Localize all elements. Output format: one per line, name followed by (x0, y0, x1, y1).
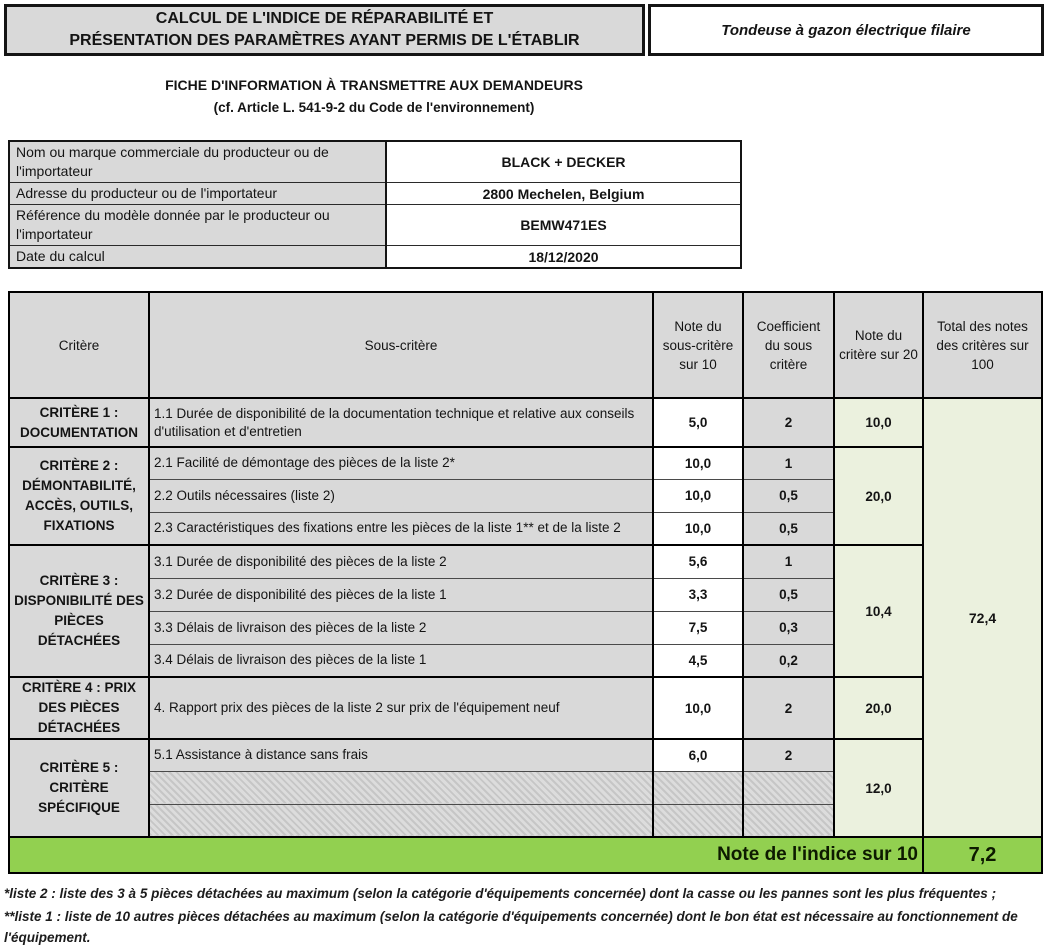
table-row: CRITÈRE 4 : PRIX DES PIÈCES DÉTACHÉES 4.… (8, 676, 1042, 740)
subtitle-line1: FICHE D'INFORMATION À TRANSMETTRE AUX DE… (165, 77, 583, 93)
hatched-empty-cell (742, 770, 835, 805)
info-label: Référence du modèle donnée par le produc… (8, 204, 387, 246)
subcriterion-label: 3.2 Durée de disponibilité des pièces de… (148, 577, 654, 612)
document-header: CALCUL DE L'INDICE DE RÉPARABILITÉ ET PR… (4, 4, 1044, 56)
footnote-liste1: **liste 1 : liste de 10 autres pièces dé… (4, 909, 1018, 945)
subcriterion-label: 3.1 Durée de disponibilité des pièces de… (148, 544, 654, 579)
info-value: 18/12/2020 (385, 245, 742, 269)
table-row: 3.2 Durée de disponibilité des pièces de… (9, 577, 1042, 612)
criterion-3-label: CRITÈRE 3 : DISPONIBILITÉ DES PIÈCES DÉT… (8, 544, 150, 678)
footnote-liste2: *liste 2 : liste des 3 à 5 pièces détach… (4, 886, 997, 901)
info-label: Date du calcul (8, 245, 387, 269)
table-row-empty-hatched (9, 770, 1042, 805)
column-header-note-critere: Note du critère sur 20 (833, 291, 924, 399)
info-value: 2800 Mechelen, Belgium (385, 182, 742, 205)
subcriterion-coefficient: 1 (742, 544, 835, 579)
repairability-score-table: Critère Sous-critère Note du sous-critèr… (8, 291, 1043, 874)
table-row: 2.2 Outils nécessaires (liste 2) 10,0 0,… (9, 478, 1042, 513)
footnotes: *liste 2 : liste des 3 à 5 pièces détach… (4, 883, 1044, 948)
hatched-empty-cell (742, 803, 835, 838)
subcriterion-label: 1.1 Durée de disponibilité de la documen… (148, 397, 654, 448)
column-header-coefficient: Coefficient du sous critère (742, 291, 835, 399)
subcriterion-coefficient: 2 (742, 397, 835, 448)
info-row-model: Référence du modèle donnée par le produc… (8, 204, 742, 246)
index-note-value: 7,2 (922, 836, 1043, 874)
subcriterion-label: 4. Rapport prix des pièces de la liste 2… (148, 676, 654, 740)
subcriterion-coefficient: 0,5 (742, 577, 835, 612)
table-row: 3.3 Délais de livraison des pièces de la… (9, 610, 1042, 645)
info-value: BEMW471ES (385, 204, 742, 246)
criterion-4-score: 20,0 (833, 676, 924, 740)
info-row-date: Date du calcul 18/12/2020 (8, 245, 742, 269)
criterion-4-label: CRITÈRE 4 : PRIX DES PIÈCES DÉTACHÉES (8, 676, 150, 740)
table-row: CRITÈRE 5 : CRITÈRE SPÉCIFIQUE 5.1 Assis… (8, 738, 1042, 838)
table-row: CRITÈRE 3 : DISPONIBILITÉ DES PIÈCES DÉT… (8, 544, 1042, 678)
criterion-5-label: CRITÈRE 5 : CRITÈRE SPÉCIFIQUE (8, 738, 150, 838)
subcriterion-score: 6,0 (652, 738, 744, 772)
criterion-1-label: CRITÈRE 1 : DOCUMENTATION (8, 397, 150, 448)
table-row: CRITÈRE 1 : DOCUMENTATION 1.1 Durée de d… (8, 397, 1043, 838)
criterion-5-score: 12,0 (833, 738, 924, 838)
hatched-empty-cell (148, 770, 654, 805)
index-note-label: Note de l'indice sur 10 (8, 836, 924, 874)
criterion-2-score: 20,0 (833, 446, 924, 546)
subcriterion-coefficient: 0,3 (742, 610, 835, 645)
subcriterion-coefficient: 0,2 (742, 643, 835, 678)
score-table-header-row: Critère Sous-critère Note du sous-critèr… (8, 291, 1043, 399)
criterion-2-label: CRITÈRE 2 : DÉMONTABILITÉ, ACCÈS, OUTILS… (8, 446, 150, 546)
subcriterion-score: 10,0 (652, 446, 744, 480)
column-header-total: Total des notes des critères sur 100 (922, 291, 1043, 399)
subcriterion-score: 7,5 (652, 610, 744, 645)
subcriterion-label: 2.3 Caractéristiques des fixations entre… (148, 511, 654, 546)
criterion-3-score: 10,4 (833, 544, 924, 678)
subcriterion-label: 2.2 Outils nécessaires (liste 2) (148, 478, 654, 513)
subtitle-line2: (cf. Article L. 541-9-2 du Code de l'env… (213, 100, 535, 115)
subcriterion-coefficient: 0,5 (742, 511, 835, 546)
product-category: Tondeuse à gazon électrique filaire (648, 4, 1044, 56)
subcriterion-score: 5,6 (652, 544, 744, 579)
info-value: BLACK + DECKER (385, 140, 742, 183)
column-header-note-sous-critere: Note du sous-critère sur 10 (652, 291, 744, 399)
document-title-line2: PRÉSENTATION DES PARAMÈTRES AYANT PERMIS… (69, 32, 580, 49)
producer-info-table: Nom ou marque commerciale du producteur … (8, 140, 742, 269)
criterion-1-score: 10,0 (833, 397, 924, 448)
subcriterion-score: 10,0 (652, 511, 744, 546)
hatched-empty-cell (652, 770, 744, 805)
info-row-producer: Nom ou marque commerciale du producteur … (8, 140, 742, 183)
subcriterion-coefficient: 1 (742, 446, 835, 480)
table-row: 2.3 Caractéristiques des fixations entre… (9, 511, 1042, 546)
column-header-sous-critere: Sous-critère (148, 291, 654, 399)
document-title: CALCUL DE L'INDICE DE RÉPARABILITÉ ET PR… (4, 4, 645, 56)
subcriterion-score: 3,3 (652, 577, 744, 612)
subcriterion-coefficient: 0,5 (742, 478, 835, 513)
subcriterion-label: 3.4 Délais de livraison des pièces de la… (148, 643, 654, 678)
subcriterion-score: 10,0 (652, 478, 744, 513)
info-label: Nom ou marque commerciale du producteur … (8, 140, 387, 183)
subcriterion-label: 2.1 Facilité de démontage des pièces de … (148, 446, 654, 480)
column-header-critere: Critère (8, 291, 150, 399)
info-row-address: Adresse du producteur ou de l'importateu… (8, 182, 742, 205)
table-row: CRITÈRE 2 : DÉMONTABILITÉ, ACCÈS, OUTILS… (8, 446, 1042, 546)
subcriterion-label: 5.1 Assistance à distance sans frais (148, 738, 654, 772)
subcriterion-coefficient: 2 (742, 738, 835, 772)
subcriterion-coefficient: 2 (742, 676, 835, 740)
subcriterion-score: 4,5 (652, 643, 744, 678)
total-score-sur-100: 72,4 (922, 397, 1043, 838)
document-title-line1: CALCUL DE L'INDICE DE RÉPARABILITÉ ET (155, 10, 494, 27)
index-note-row: Note de l'indice sur 10 7,2 (8, 836, 1043, 874)
info-label: Adresse du producteur ou de l'importateu… (8, 182, 387, 205)
hatched-empty-cell (148, 803, 654, 838)
subcriterion-label: 3.3 Délais de livraison des pièces de la… (148, 610, 654, 645)
table-row-empty-hatched (9, 803, 1042, 838)
table-row: 3.4 Délais de livraison des pièces de la… (9, 643, 1042, 678)
document-subtitle: FICHE D'INFORMATION À TRANSMETTRE AUX DE… (4, 77, 744, 115)
subcriterion-score: 10,0 (652, 676, 744, 740)
hatched-empty-cell (652, 803, 744, 838)
subcriterion-score: 5,0 (652, 397, 744, 448)
